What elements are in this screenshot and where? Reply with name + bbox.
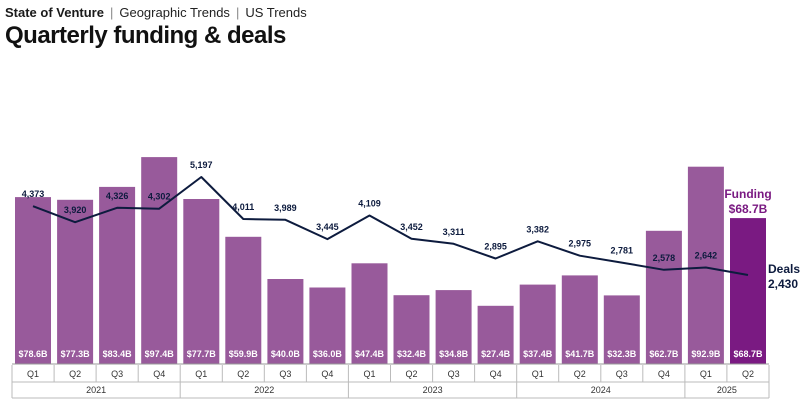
funding-bar-label: $36.0B xyxy=(313,349,343,359)
funding-bar-label: $77.7B xyxy=(187,349,217,359)
funding-bar xyxy=(645,230,682,364)
deals-point-label: 3,452 xyxy=(400,222,423,232)
quarter-tick-label: Q2 xyxy=(574,369,586,379)
year-tick-label: 2021 xyxy=(86,385,106,395)
deals-point-label: 3,989 xyxy=(274,203,297,213)
deals-point-label: 3,445 xyxy=(316,222,339,232)
deals-point-label: 4,326 xyxy=(106,191,129,201)
breadcrumb: State of Venture | Geographic Trends | US Tr… xyxy=(5,5,307,20)
funding-callout-label: Funding xyxy=(724,187,771,201)
funding-bar-label: $27.4B xyxy=(481,349,511,359)
deals-point-label: 2,578 xyxy=(653,253,676,263)
quarter-tick-label: Q1 xyxy=(195,369,207,379)
funding-bar xyxy=(351,263,388,364)
funding-bar-label: $68.7B xyxy=(733,349,763,359)
breadcrumb-state-of-venture[interactable]: State of Venture xyxy=(5,5,104,20)
funding-bar-label: $59.9B xyxy=(229,349,259,359)
quarter-tick-label: Q3 xyxy=(616,369,628,379)
breadcrumb-us-trends[interactable]: US Trends xyxy=(245,5,307,20)
deals-point-label: 4,011 xyxy=(232,202,254,212)
funding-bar xyxy=(183,199,220,364)
funding-bar xyxy=(561,275,598,364)
funding-bar xyxy=(730,218,766,364)
funding-bar-label: $77.3B xyxy=(61,349,91,359)
deals-point-label: 4,109 xyxy=(358,199,381,209)
deals-point-label: 3,382 xyxy=(526,224,549,234)
funding-bar-label: $40.0B xyxy=(271,349,301,359)
quarter-tick-label: Q3 xyxy=(279,369,291,379)
funding-bar xyxy=(435,290,472,364)
quarter-tick-label: Q1 xyxy=(532,369,544,379)
funding-bar-label: $41.7B xyxy=(565,349,595,359)
funding-bar-label: $83.4B xyxy=(103,349,133,359)
year-tick-label: 2023 xyxy=(423,385,443,395)
deals-point-label: 2,895 xyxy=(484,242,507,252)
deals-line xyxy=(32,176,749,276)
quarter-tick-label: Q4 xyxy=(658,369,670,379)
quarter-tick-label: Q4 xyxy=(153,369,165,379)
deals-point-label: 2,781 xyxy=(611,246,634,256)
year-tick-label: 2025 xyxy=(717,385,737,395)
quarter-tick-label: Q2 xyxy=(69,369,81,379)
breadcrumb-geographic-trends[interactable]: Geographic Trends xyxy=(119,5,230,20)
funding-bar-label: $92.9B xyxy=(691,349,721,359)
deals-point-label: 5,197 xyxy=(190,160,213,170)
funding-bar-label: $32.4B xyxy=(397,349,427,359)
quarter-tick-label: Q1 xyxy=(27,369,39,379)
quarter-tick-label: Q2 xyxy=(405,369,417,379)
deals-point-label: 3,920 xyxy=(64,205,87,215)
funding-bar xyxy=(15,197,51,364)
quarter-tick-label: Q1 xyxy=(700,369,712,379)
funding-bar xyxy=(477,305,514,364)
funding-bar xyxy=(141,157,178,364)
funding-bar xyxy=(309,287,346,364)
breadcrumb-separator: | xyxy=(109,5,114,20)
quarter-tick-label: Q4 xyxy=(490,369,502,379)
deals-callout-label: Deals xyxy=(768,262,800,276)
deals-point-label: 2,975 xyxy=(569,239,592,249)
deals-point-label: 4,373 xyxy=(22,189,45,199)
funding-bar xyxy=(225,236,262,364)
funding-bar xyxy=(603,295,640,364)
quarter-tick-label: Q1 xyxy=(363,369,375,379)
funding-bar-label: $34.8B xyxy=(439,349,469,359)
funding-bar xyxy=(57,199,94,364)
funding-bar xyxy=(519,284,556,364)
quarter-tick-label: Q3 xyxy=(111,369,123,379)
quarter-tick-label: Q2 xyxy=(237,369,249,379)
funding-callout-value: $68.7B xyxy=(729,202,768,216)
funding-bar-label: $62.7B xyxy=(649,349,679,359)
funding-bar xyxy=(267,279,304,364)
funding-bar-label: $47.4B xyxy=(355,349,385,359)
deals-callout-value: 2,430 xyxy=(768,277,798,291)
breadcrumb-separator: | xyxy=(235,5,240,20)
funding-bar-label: $97.4B xyxy=(145,349,175,359)
funding-bar xyxy=(687,166,724,364)
deals-point-label: 2,642 xyxy=(695,251,718,261)
funding-bar-label: $37.4B xyxy=(523,349,553,359)
quarter-tick-label: Q4 xyxy=(321,369,333,379)
funding-bar-label: $78.6B xyxy=(18,349,48,359)
deals-point-label: 3,311 xyxy=(443,227,465,237)
funding-bar xyxy=(393,295,430,364)
quarter-tick-label: Q3 xyxy=(448,369,460,379)
quarter-tick-label: Q2 xyxy=(742,369,754,379)
funding-bar xyxy=(99,186,136,364)
deals-point-label: 4,302 xyxy=(148,192,171,202)
page-title: Quarterly funding & deals xyxy=(5,22,286,49)
year-tick-label: 2022 xyxy=(254,385,274,395)
funding-bar-label: $32.3B xyxy=(607,349,637,359)
year-tick-label: 2024 xyxy=(591,385,611,395)
